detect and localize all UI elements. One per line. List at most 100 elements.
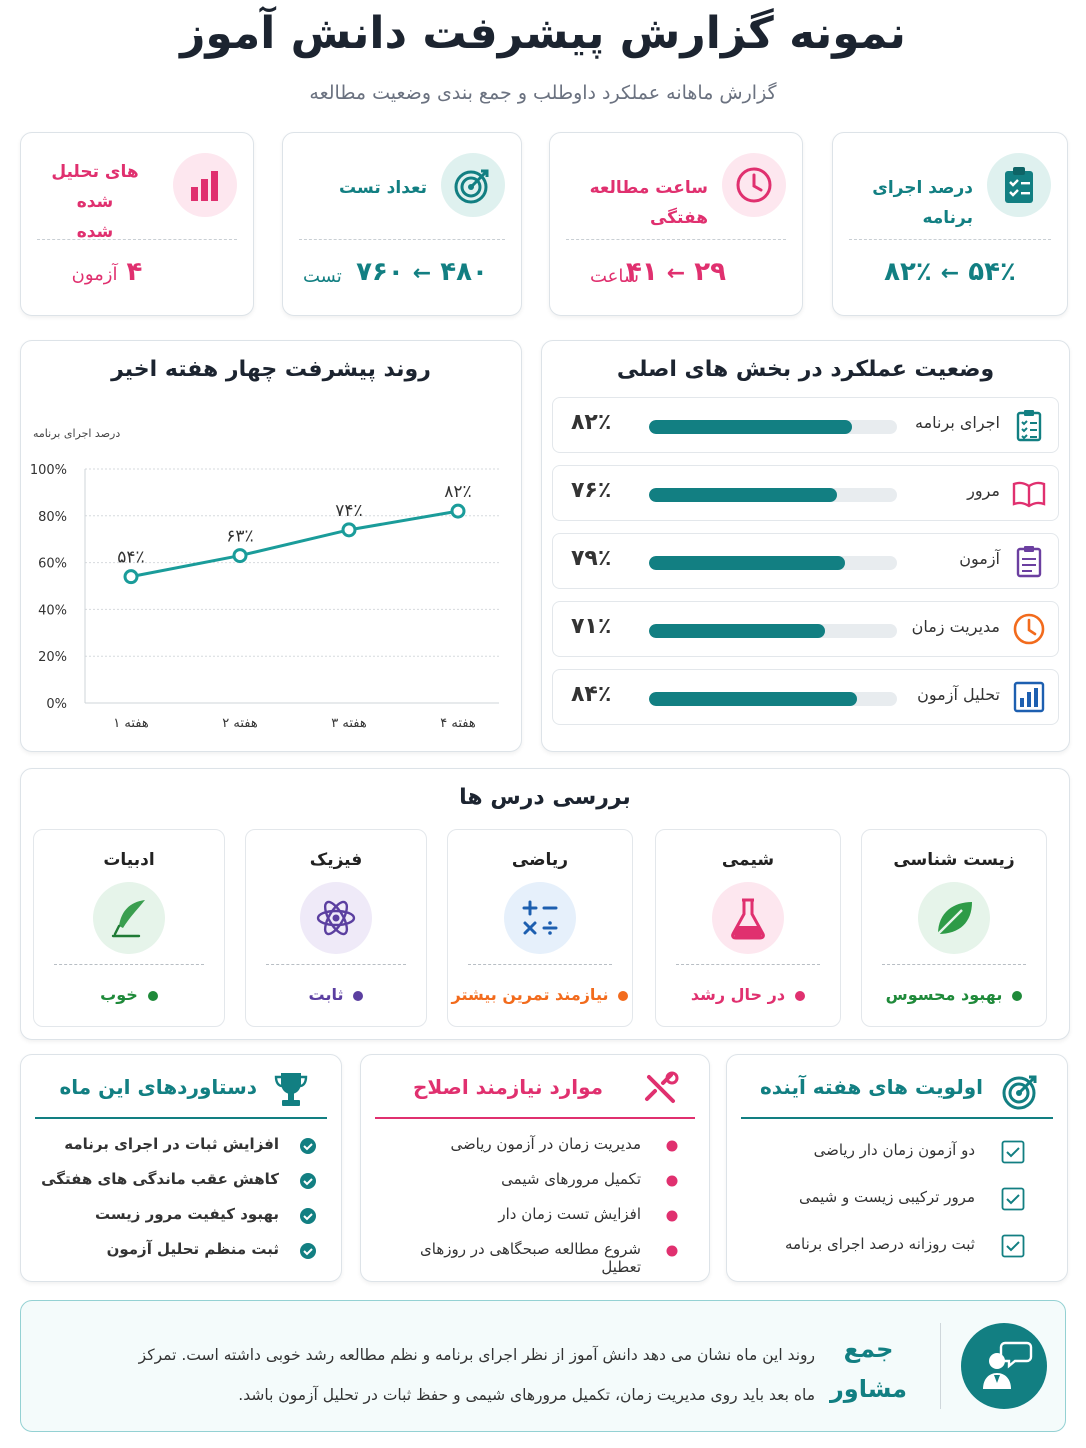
list-item-text: بهبود کیفیت مرور زیست [94, 1205, 279, 1223]
data-point [341, 522, 357, 538]
divider [882, 964, 1026, 965]
subjects-card: بررسی درس ها زیست شناسی بهبود محسوس شیمی… [20, 768, 1070, 1040]
data-label: ۷۴٪ [335, 501, 362, 521]
performance-percent: ۸۴٪ [571, 682, 612, 707]
check-circle-icon [299, 1242, 317, 1260]
subject-status: خوب [34, 985, 224, 1004]
divider [54, 964, 204, 965]
divider [468, 964, 612, 965]
stat-unit: تست [303, 266, 342, 287]
performance-percent: ۷۹٪ [571, 546, 612, 571]
check-circle-icon [299, 1207, 317, 1225]
stat-value: ۸۲٪ ← ۵۴٪ [884, 257, 1016, 287]
subject-name: ریاضی [511, 850, 569, 870]
performance-label: مرور [967, 481, 1000, 500]
subject-status: نیازمند تمرین بیشتر [448, 985, 632, 1004]
performance-percent: ۸۲٪ [571, 410, 612, 435]
subject-card-biology: زیست شناسی بهبود محسوس [861, 829, 1047, 1027]
progress-fill [649, 692, 858, 706]
advisor-summary: جمع مشاور روند این ماه نشان می دهد دانش … [20, 1300, 1066, 1432]
stat-value: ۴۱ ← ۲۹ [625, 257, 727, 287]
list-item-text: کاهش عقب ماندگی های هفتگی [41, 1170, 279, 1188]
x-tick-label: هفته ۳ [331, 716, 367, 731]
y-tick-label: 80% [38, 510, 67, 525]
stat-label: ساعت مطالعه هفتگی [589, 178, 708, 228]
progress-track [649, 420, 897, 434]
list-item-text: مدیریت زمان در آزمون ریاضی [450, 1135, 641, 1153]
data-label: ۸۲٪ [444, 482, 471, 502]
feather-pen-icon [93, 882, 165, 954]
atom-icon [300, 882, 372, 954]
checkbox-icon [1001, 1187, 1025, 1211]
data-point [232, 548, 248, 564]
priorities-card: اولویت های هفته آینده دو آزمون زمان دار … [726, 1054, 1068, 1282]
list-item: تکمیل مرورهای شیمی [381, 1166, 689, 1196]
progress-fill [649, 624, 826, 638]
performance-percent: ۷۶٪ [571, 478, 612, 503]
x-tick-label: هفته ۱ [113, 716, 149, 731]
divider [37, 239, 237, 240]
performance-percent: ۷۱٪ [571, 614, 612, 639]
check-circle-icon [299, 1172, 317, 1190]
performance-row: اجرای برنامه ۸۲٪ [552, 397, 1059, 453]
list-item: شروع مطالعه صبحگاهی در روزهای تعطیل [381, 1236, 689, 1276]
performance-label: اجرای برنامه [915, 413, 1000, 432]
chart-title: روند پیشرفت چهار هفته اخیر [111, 357, 431, 382]
target-icon [441, 153, 505, 217]
stat-card-hours: ساعت مطالعه هفتگی ۴۱ ← ۲۹ [549, 132, 803, 316]
bullet-dot [663, 1242, 681, 1260]
stat-value: ۴ آزمون [71, 257, 143, 287]
check-circle-icon [299, 1137, 317, 1155]
stat-label: های تحلیل شده شده [51, 162, 139, 242]
progress-fill [649, 420, 853, 434]
y-tick-label: 60% [38, 557, 67, 572]
list-item: ثبت روزانه درصد اجرای برنامه [747, 1231, 1047, 1261]
progress-fill [649, 556, 845, 570]
performance-title: وضعیت عملکرد در بخش های اصلی [616, 357, 995, 382]
bar-chart-icon [173, 153, 237, 217]
flask-icon [712, 882, 784, 954]
list-item: دو آزمون زمان دار ریاضی [747, 1137, 1047, 1167]
achievements-card: دستاوردهای این ماه افزایش ثبات در اجرای … [20, 1054, 342, 1282]
advisor-avatar-icon [961, 1323, 1047, 1409]
subject-name: فیزیک [309, 850, 363, 870]
fixes-card: موارد نیازمند اصلاح مدیریت زمان در آزمون… [360, 1054, 710, 1282]
progress-fill [649, 488, 838, 502]
stat-card-program: درصد اجرای برنامه ۸۲٪ ← ۵۴٪ [832, 132, 1068, 316]
list-item-text: افزایش تست زمان دار [498, 1205, 641, 1223]
progress-track [649, 624, 897, 638]
divider [676, 964, 820, 965]
divider [741, 1117, 1053, 1119]
list-item: افزایش تست زمان دار [381, 1201, 689, 1231]
stat-label: تعداد تست [339, 178, 427, 198]
achievements-title: دستاوردهای این ماه [59, 1075, 257, 1099]
subject-status: بهبود محسوس [862, 985, 1046, 1004]
book-icon [1012, 476, 1046, 510]
target-icon [1001, 1071, 1041, 1115]
list-item: مدیریت زمان در آزمون ریاضی [381, 1131, 689, 1161]
list-item: ثبت منظم تحلیل آزمون [41, 1236, 321, 1266]
y-tick-label: 100% [30, 463, 67, 478]
performance-label: تحلیل آزمون [917, 685, 1000, 704]
list-item-text: ثبت منظم تحلیل آزمون [106, 1240, 279, 1258]
performance-row: مدیریت زمان ۷۱٪ [552, 601, 1059, 657]
stat-unit: ساعت [590, 266, 639, 287]
subject-card-physics: فیزیک ثابت [245, 829, 427, 1027]
bullet-dot [663, 1172, 681, 1190]
divider [849, 239, 1051, 240]
list-item-text: مرور ترکیبی زیست و شیمی [798, 1188, 975, 1206]
divider [566, 239, 786, 240]
clipboard-check-icon [987, 153, 1051, 217]
x-tick-label: هفته ۲ [222, 716, 258, 731]
checkbox-icon [1001, 1140, 1025, 1164]
performance-label: آزمون [959, 549, 1000, 568]
progress-track [649, 556, 897, 570]
subject-name: شیمی [721, 850, 775, 870]
math-operators-icon [504, 882, 576, 954]
y-tick-label: 40% [38, 603, 67, 618]
trend-chart-card: روند پیشرفت چهار هفته اخیر درصد اجرای بر… [20, 340, 522, 752]
subjects-title: بررسی درس ها [459, 785, 631, 810]
trophy-icon [273, 1069, 309, 1113]
summary-text: روند این ماه نشان می دهد دانش آموز از نظ… [138, 1346, 815, 1404]
subject-card-math: ریاضی نیازمند تمرین بیشتر [447, 829, 633, 1027]
